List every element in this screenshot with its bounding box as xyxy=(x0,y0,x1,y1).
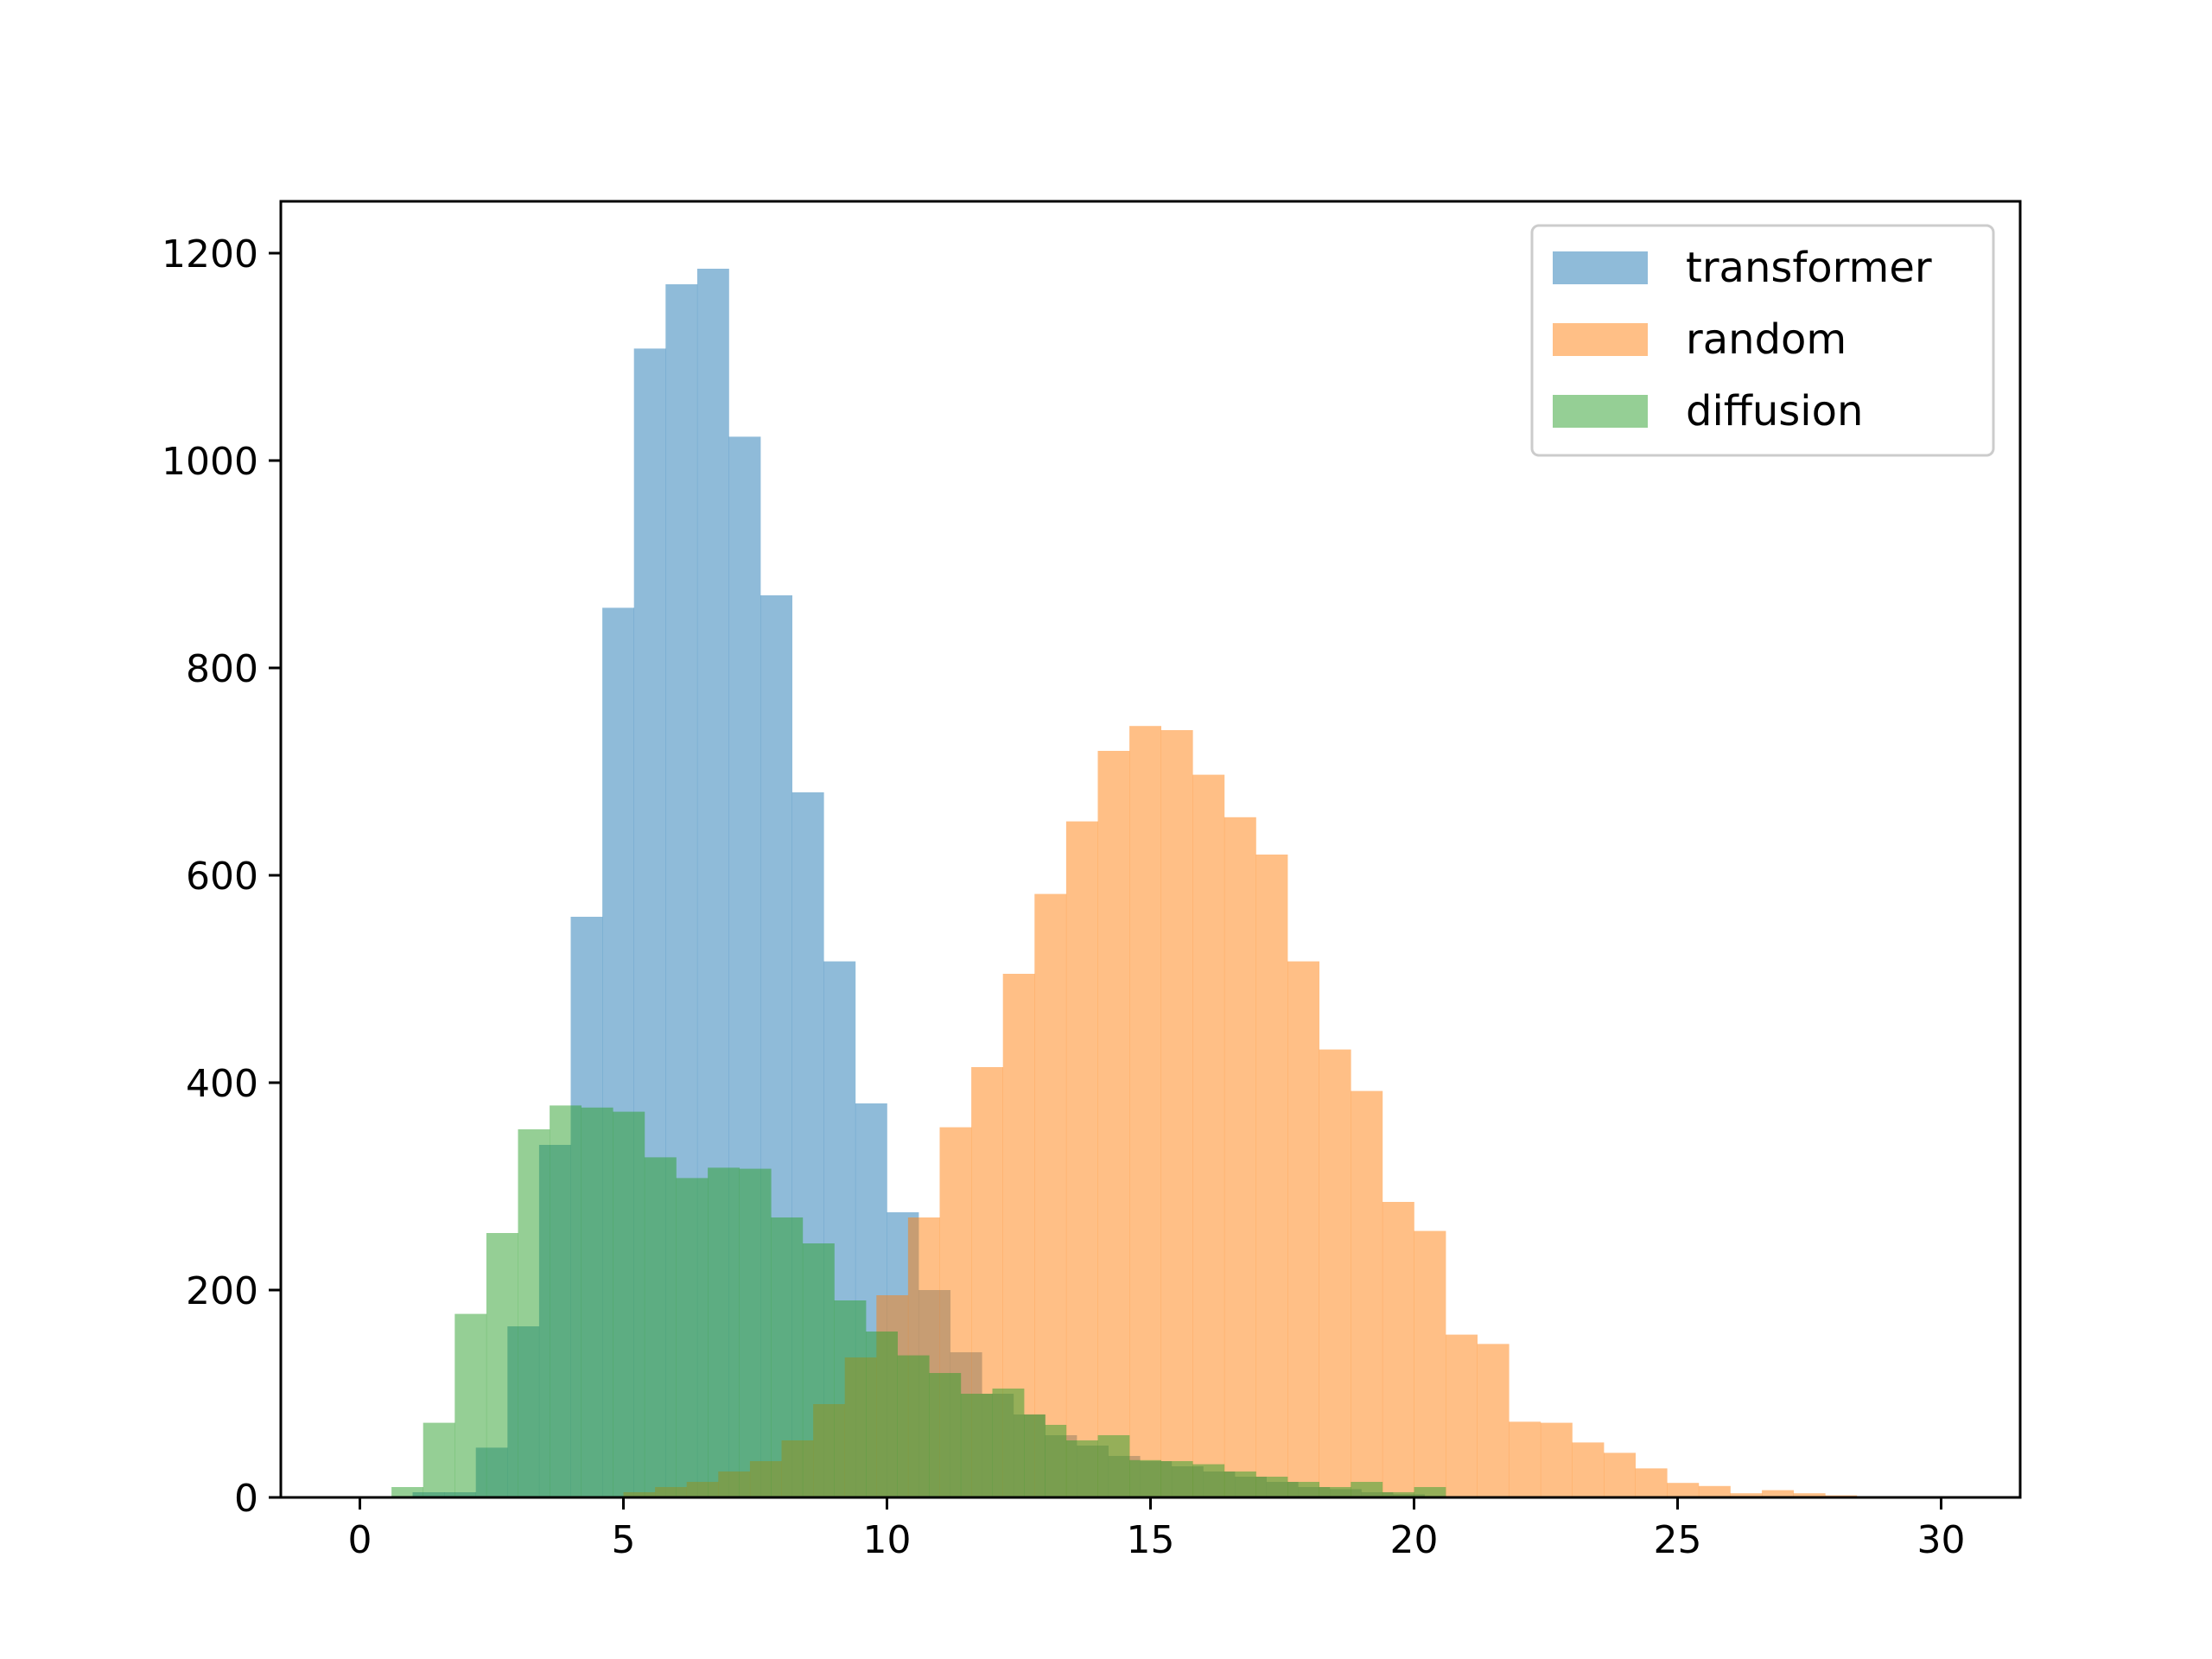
bar-diffusion-4 xyxy=(518,1129,550,1497)
bar-diffusion-0 xyxy=(391,1487,423,1497)
bar-diffusion-5 xyxy=(550,1105,582,1497)
bar-random-28 xyxy=(1509,1421,1541,1497)
bar-diffusion-21 xyxy=(1045,1425,1067,1497)
x-tick-label: 15 xyxy=(1127,1518,1175,1562)
legend-swatch-transformer xyxy=(1553,251,1648,284)
bar-random-36 xyxy=(1762,1490,1794,1497)
bar-random-18 xyxy=(1192,774,1225,1497)
bar-random-25 xyxy=(1414,1230,1446,1497)
bar-diffusion-26 xyxy=(1192,1464,1225,1497)
bar-random-32 xyxy=(1635,1468,1668,1497)
bar-random-29 xyxy=(1540,1422,1573,1497)
y-tick-label: 200 xyxy=(186,1269,258,1313)
bar-diffusion-30 xyxy=(1319,1487,1351,1497)
bar-diffusion-22 xyxy=(1065,1440,1098,1497)
bar-diffusion-20 xyxy=(1024,1414,1046,1497)
bar-diffusion-7 xyxy=(613,1111,645,1497)
y-tick-label: 400 xyxy=(186,1062,258,1106)
bar-random-14 xyxy=(1065,821,1098,1497)
x-tick-label: 5 xyxy=(612,1518,636,1562)
bar-diffusion-10 xyxy=(708,1167,740,1497)
bar-diffusion-27 xyxy=(1224,1471,1256,1497)
bar-random-22 xyxy=(1319,1049,1351,1497)
bar-diffusion-13 xyxy=(802,1243,835,1497)
x-tick-label: 20 xyxy=(1390,1518,1439,1562)
bar-diffusion-29 xyxy=(1287,1482,1319,1497)
x-tick-label: 10 xyxy=(863,1518,912,1562)
bar-diffusion-16 xyxy=(897,1355,930,1497)
legend-swatch-random xyxy=(1553,323,1648,356)
y-axis: 0 200 400 600 800 1000 1200 xyxy=(162,232,281,1521)
x-tick-label: 0 xyxy=(348,1518,372,1562)
bar-random-34 xyxy=(1698,1485,1731,1497)
y-tick-label: 1000 xyxy=(162,440,258,484)
bar-diffusion-32 xyxy=(1382,1492,1414,1497)
bar-diffusion-15 xyxy=(866,1332,898,1497)
bar-random-26 xyxy=(1446,1334,1478,1497)
bar-random-20 xyxy=(1255,855,1288,1497)
bar-random-27 xyxy=(1477,1344,1510,1497)
bar-diffusion-8 xyxy=(644,1157,677,1497)
bar-diffusion-3 xyxy=(486,1233,518,1497)
legend-label-random: random xyxy=(1686,315,1847,364)
bar-diffusion-11 xyxy=(739,1168,772,1497)
bar-random-21 xyxy=(1287,961,1319,1497)
bar-diffusion-6 xyxy=(581,1107,613,1497)
bar-random-30 xyxy=(1572,1442,1605,1497)
bar-random-37 xyxy=(1793,1493,1826,1497)
y-tick-label: 600 xyxy=(186,855,258,899)
bar-random-24 xyxy=(1382,1202,1414,1497)
bar-diffusion-23 xyxy=(1097,1435,1130,1497)
legend-label-transformer: transformer xyxy=(1686,244,1932,292)
legend: transformer random diffusion xyxy=(1530,224,1995,457)
bar-random-16 xyxy=(1129,726,1161,1497)
bar-random-19 xyxy=(1224,817,1256,1497)
y-tick-label: 800 xyxy=(186,647,258,691)
legend-label-diffusion: diffusion xyxy=(1686,387,1863,435)
bar-diffusion-2 xyxy=(454,1313,487,1497)
bar-random-15 xyxy=(1097,751,1130,1497)
bar-diffusion-1 xyxy=(423,1422,455,1497)
bar-random-23 xyxy=(1351,1090,1383,1497)
bar-diffusion-19 xyxy=(992,1389,1025,1497)
bar-diffusion-14 xyxy=(834,1300,867,1497)
bar-diffusion-24 xyxy=(1129,1459,1161,1497)
series-diffusion xyxy=(391,1105,1446,1497)
bar-diffusion-28 xyxy=(1255,1477,1288,1497)
bar-diffusion-25 xyxy=(1160,1461,1193,1497)
bar-diffusion-12 xyxy=(771,1217,804,1497)
bar-random-35 xyxy=(1730,1493,1763,1497)
y-tick-label: 1200 xyxy=(162,232,258,276)
bar-random-31 xyxy=(1604,1452,1636,1497)
bar-diffusion-17 xyxy=(929,1373,962,1497)
histogram-bars xyxy=(391,269,1952,1497)
bar-random-33 xyxy=(1667,1483,1700,1497)
bar-diffusion-9 xyxy=(676,1178,709,1497)
x-tick-label: 30 xyxy=(1917,1518,1966,1562)
x-tick-label: 25 xyxy=(1654,1518,1702,1562)
legend-swatch-diffusion xyxy=(1553,395,1648,428)
x-axis: 0 5 10 15 20 25 30 xyxy=(348,1497,1966,1562)
bar-random-13 xyxy=(1034,893,1067,1497)
bar-diffusion-33 xyxy=(1414,1487,1446,1497)
y-tick-label: 0 xyxy=(234,1477,258,1521)
bar-diffusion-18 xyxy=(960,1394,993,1497)
series-random xyxy=(623,726,1952,1497)
bar-diffusion-31 xyxy=(1351,1482,1383,1497)
bar-random-17 xyxy=(1160,730,1193,1497)
